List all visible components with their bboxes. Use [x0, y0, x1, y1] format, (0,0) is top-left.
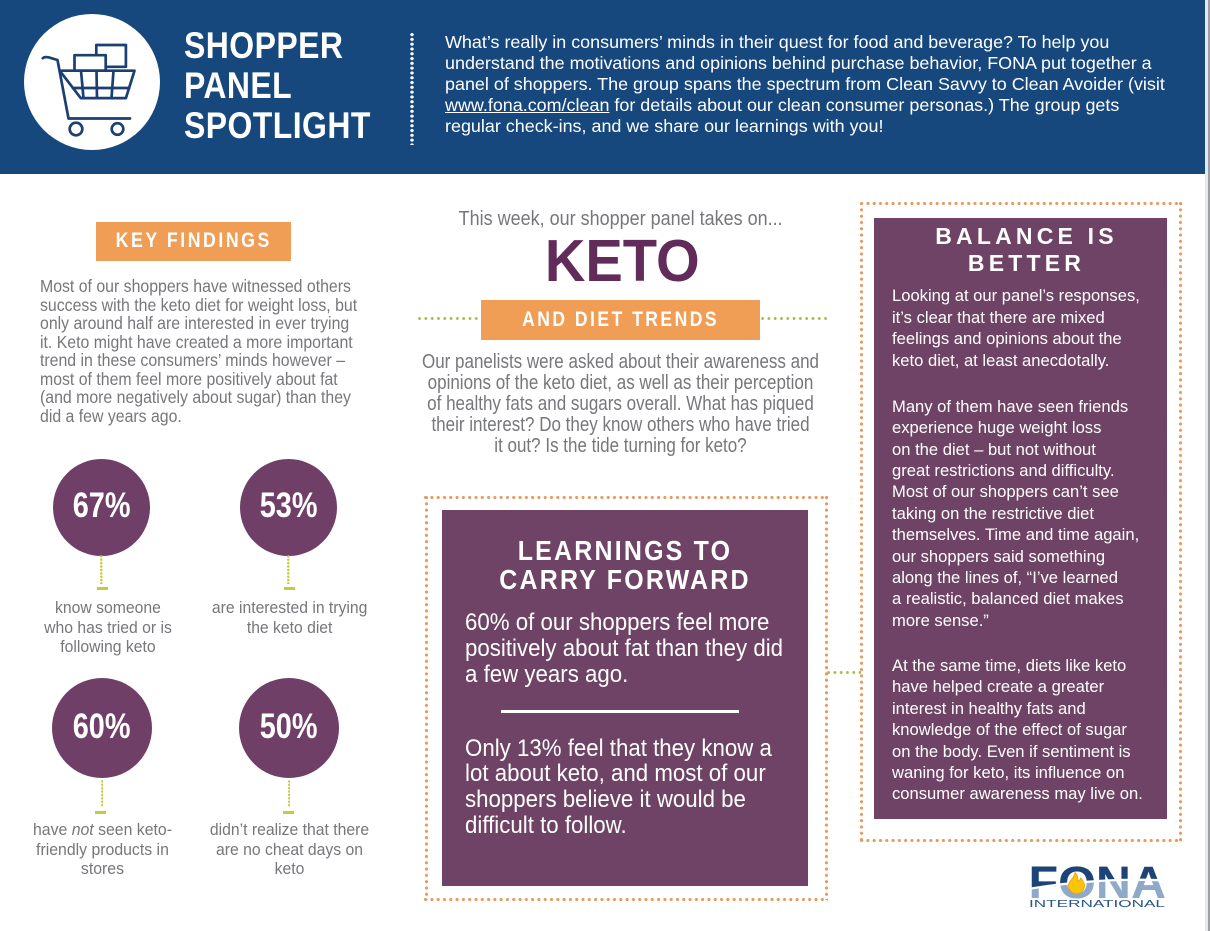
svg-text:INTERNATIONAL: INTERNATIONAL [1029, 899, 1166, 908]
